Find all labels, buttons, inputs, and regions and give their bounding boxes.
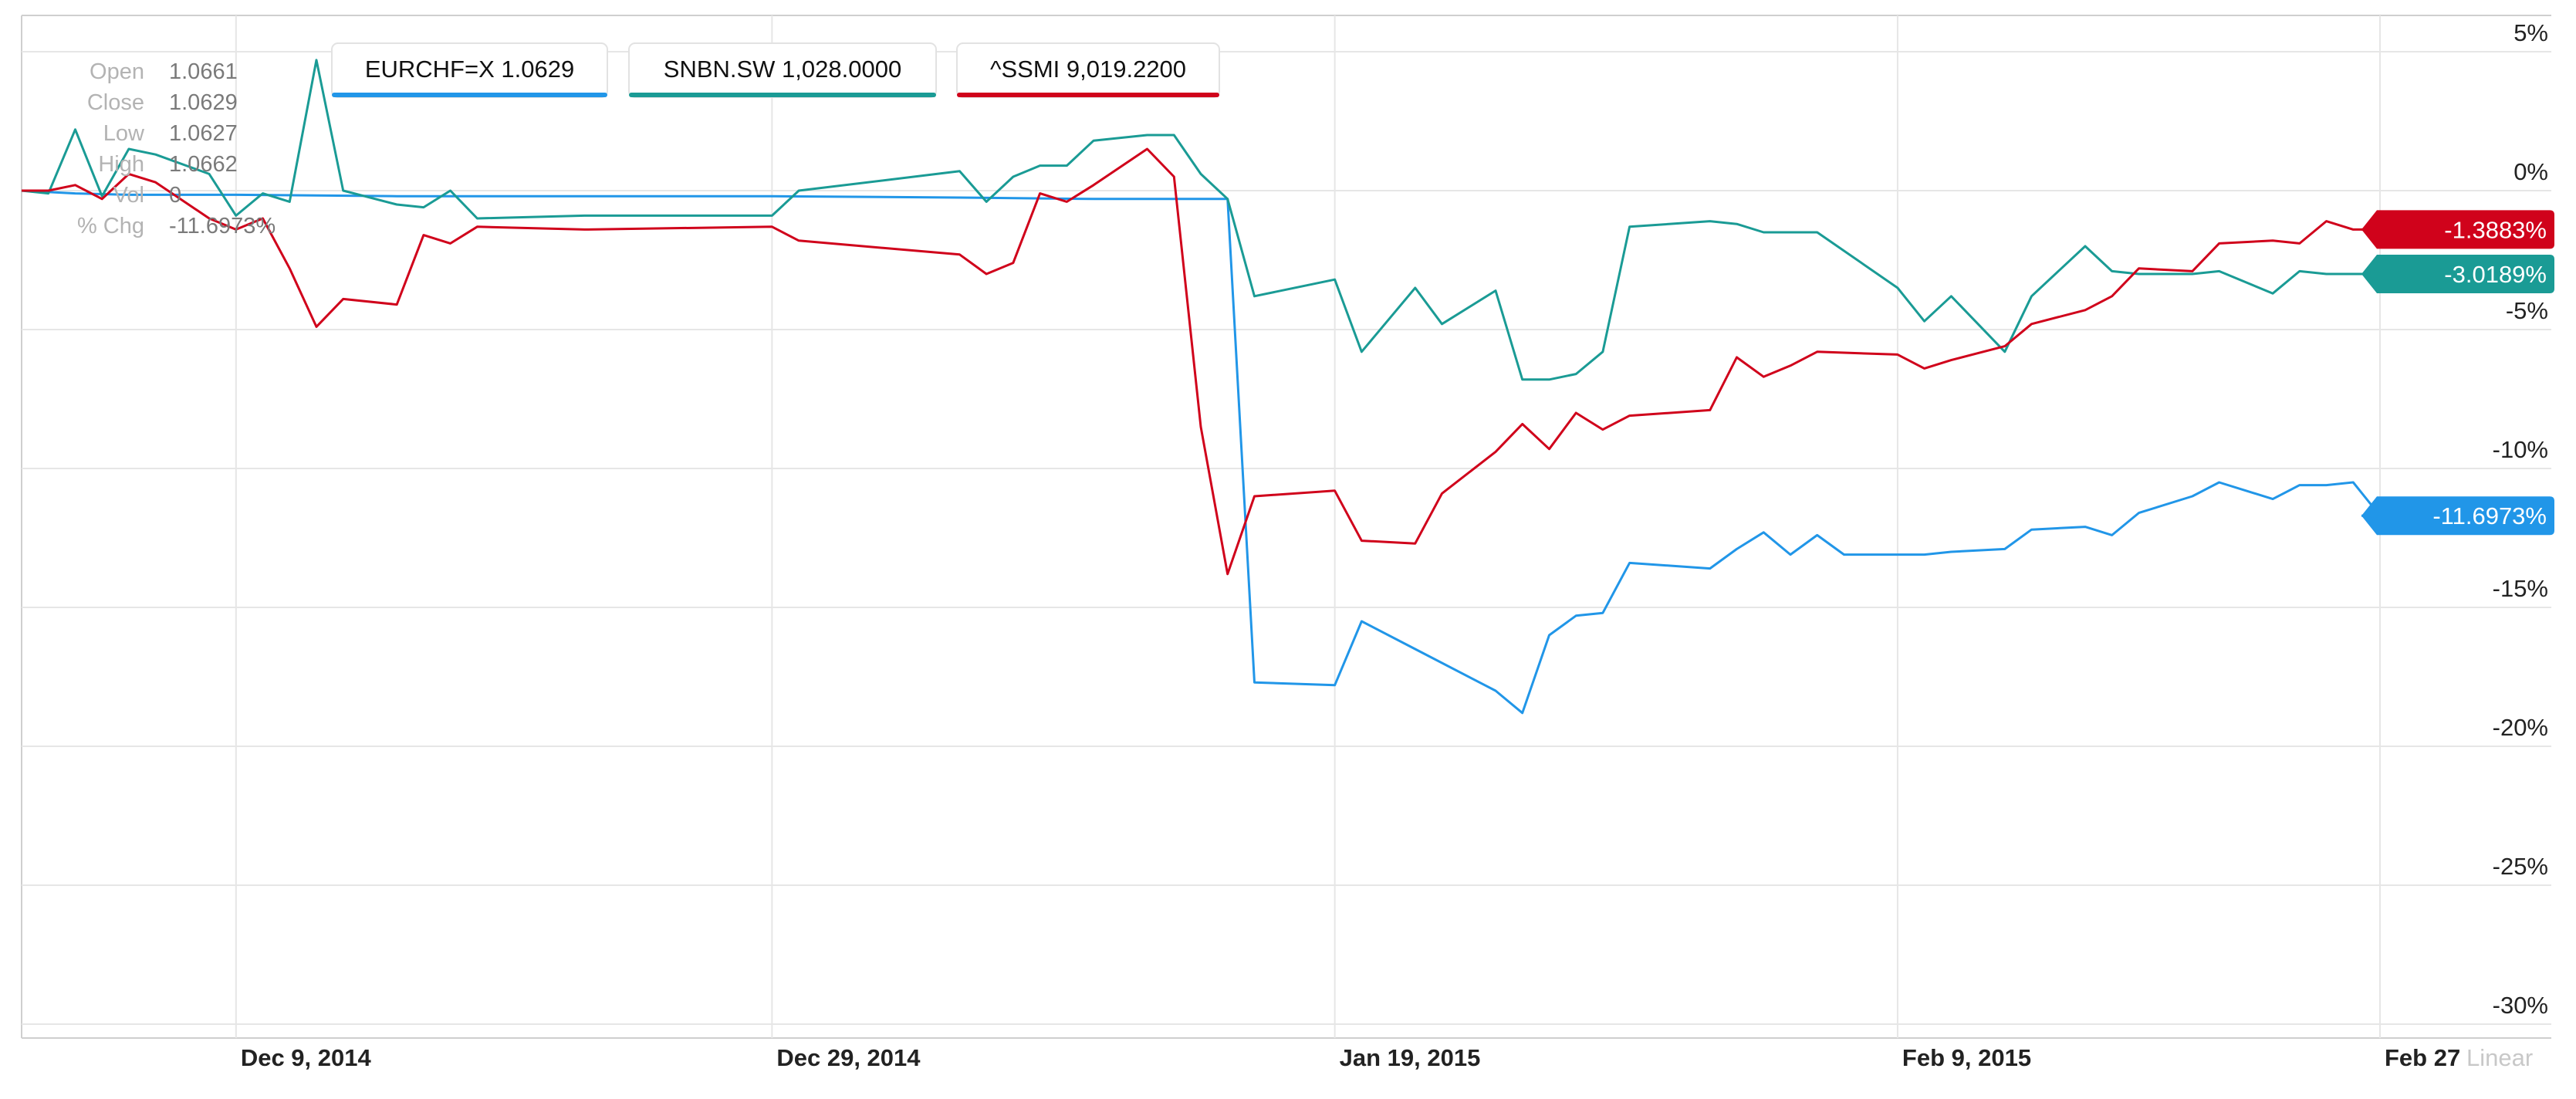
x-tick-label: Dec 29, 2014 (776, 1044, 921, 1071)
legend-text[interactable]: ^SSMI 9,019.2200 (990, 56, 1186, 83)
ohlc-value: 1.0627 (169, 121, 238, 146)
last-value-tags: -1.3883% -3.0189% -11.6973% (2361, 210, 2554, 536)
x-tick-label: Jan 19, 2015 (1340, 1044, 1481, 1071)
y-tick-label: -25% (2493, 853, 2548, 880)
scale-mode-label[interactable]: Linear (2466, 1044, 2533, 1071)
series-line-eurchfx (21, 189, 2382, 715)
axis-layer: 5% 0% -5% -10% -15% -20% -25% -30% Dec 9, 2014 De… (241, 19, 2548, 1071)
legend-chip[interactable]: EURCHF=X 1.0629 (331, 42, 608, 98)
ohlc-value: 1.0629 (169, 90, 238, 115)
legend-text[interactable]: SNBN.SW 1,028.0000 (664, 56, 901, 83)
legend-chip[interactable]: SNBN.SW 1,028.0000 (628, 42, 937, 98)
tag-background (2361, 496, 2554, 536)
last-value-tag: -11.6973% (2361, 496, 2554, 536)
legend[interactable]: EURCHF=X 1.0629 SNBN.SW 1,028.0000 ^SSMI 9… (331, 42, 1220, 98)
legend-chip[interactable]: ^SSMI 9,019.2200 (956, 42, 1220, 98)
x-tick-label: Dec 9, 2014 (241, 1044, 372, 1071)
ohlc-readout: Open 1.0661 Close 1.0629 Low 1.0627 High 1.0662… (77, 59, 276, 238)
ohlc-value: 0 (169, 183, 181, 208)
ohlc-label: % Chg (77, 214, 144, 238)
y-tick-label: -15% (2493, 575, 2548, 602)
tag-value: -1.3883% (2444, 216, 2547, 243)
y-tick-label: -10% (2493, 436, 2548, 463)
ohlc-value: 1.0661 (169, 59, 238, 84)
ohlc-label: Vol (113, 183, 144, 208)
y-tick-label: -30% (2493, 992, 2548, 1019)
tag-background (2361, 255, 2554, 293)
x-tick-label: Feb 27 (2385, 1044, 2460, 1071)
ohlc-label: Open (90, 59, 144, 84)
y-tick-label: -5% (2506, 297, 2548, 324)
tag-value: -3.0189% (2444, 261, 2547, 288)
series-line-snbnsw (21, 59, 2380, 381)
y-tick-label: -20% (2493, 714, 2548, 741)
ohlc-label: Low (103, 121, 145, 146)
ohlc-label: Close (87, 90, 144, 115)
y-tick-label: 0% (2513, 158, 2548, 185)
grid-layer (21, 15, 2551, 1039)
legend-color-bar (957, 93, 1219, 97)
series-layer (21, 59, 2382, 715)
legend-text[interactable]: EURCHF=X 1.0629 (365, 56, 574, 83)
tag-background (2361, 210, 2554, 249)
tag-value: -11.6973% (2432, 502, 2547, 529)
ohlc-label: High (98, 152, 144, 177)
series-line-ssmi (22, 147, 2380, 576)
ohlc-value: 1.0662 (169, 152, 238, 177)
ohlc-value: -11.6973% (169, 214, 276, 238)
last-value-tag: -1.3883% (2361, 210, 2554, 249)
legend-color-bar (629, 93, 936, 97)
legend-color-bar (332, 93, 607, 97)
y-tick-label: 5% (2513, 19, 2548, 46)
x-tick-label: Feb 9, 2015 (1902, 1044, 2031, 1071)
last-value-tag: -3.0189% (2361, 255, 2554, 293)
